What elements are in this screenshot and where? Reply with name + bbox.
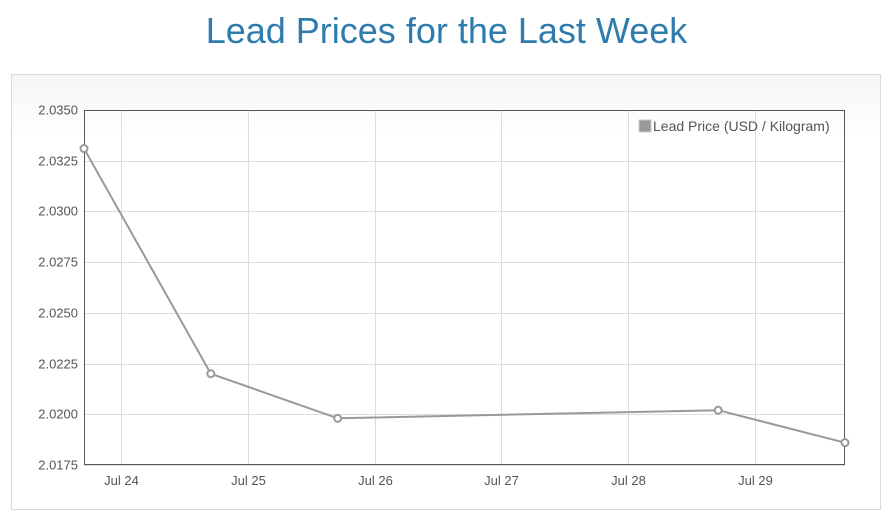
- plot-frame: [84, 110, 845, 465]
- y-tick-label: 2.0175: [38, 458, 78, 473]
- y-tick-label: 2.0325: [38, 154, 78, 169]
- legend-label: Lead Price (USD / Kilogram): [653, 118, 830, 134]
- chart-panel: [11, 74, 881, 510]
- y-tick-label: 2.0250: [38, 306, 78, 321]
- series-line: [83, 148, 846, 444]
- x-tick-label: Jul 25: [231, 473, 266, 488]
- y-tick-label: 2.0300: [38, 204, 78, 219]
- page-title: Lead Prices for the Last Week: [205, 10, 688, 51]
- x-tick-label: Jul 24: [104, 473, 139, 488]
- x-tick-label: Jul 27: [484, 473, 519, 488]
- y-tick-label: 2.0275: [38, 255, 78, 270]
- legend-swatch: [638, 119, 652, 133]
- y-tick-label: 2.0225: [38, 357, 78, 372]
- data-point[interactable]: [840, 438, 850, 448]
- x-tick-label: Jul 26: [358, 473, 393, 488]
- data-point[interactable]: [333, 413, 343, 423]
- y-tick-label: 2.0350: [38, 103, 78, 118]
- data-point[interactable]: [79, 144, 89, 154]
- data-point[interactable]: [713, 405, 723, 415]
- x-tick-label: Jul 29: [738, 473, 773, 488]
- data-point[interactable]: [206, 369, 216, 379]
- x-tick-label: Jul 28: [611, 473, 646, 488]
- y-tick-label: 2.0200: [38, 407, 78, 422]
